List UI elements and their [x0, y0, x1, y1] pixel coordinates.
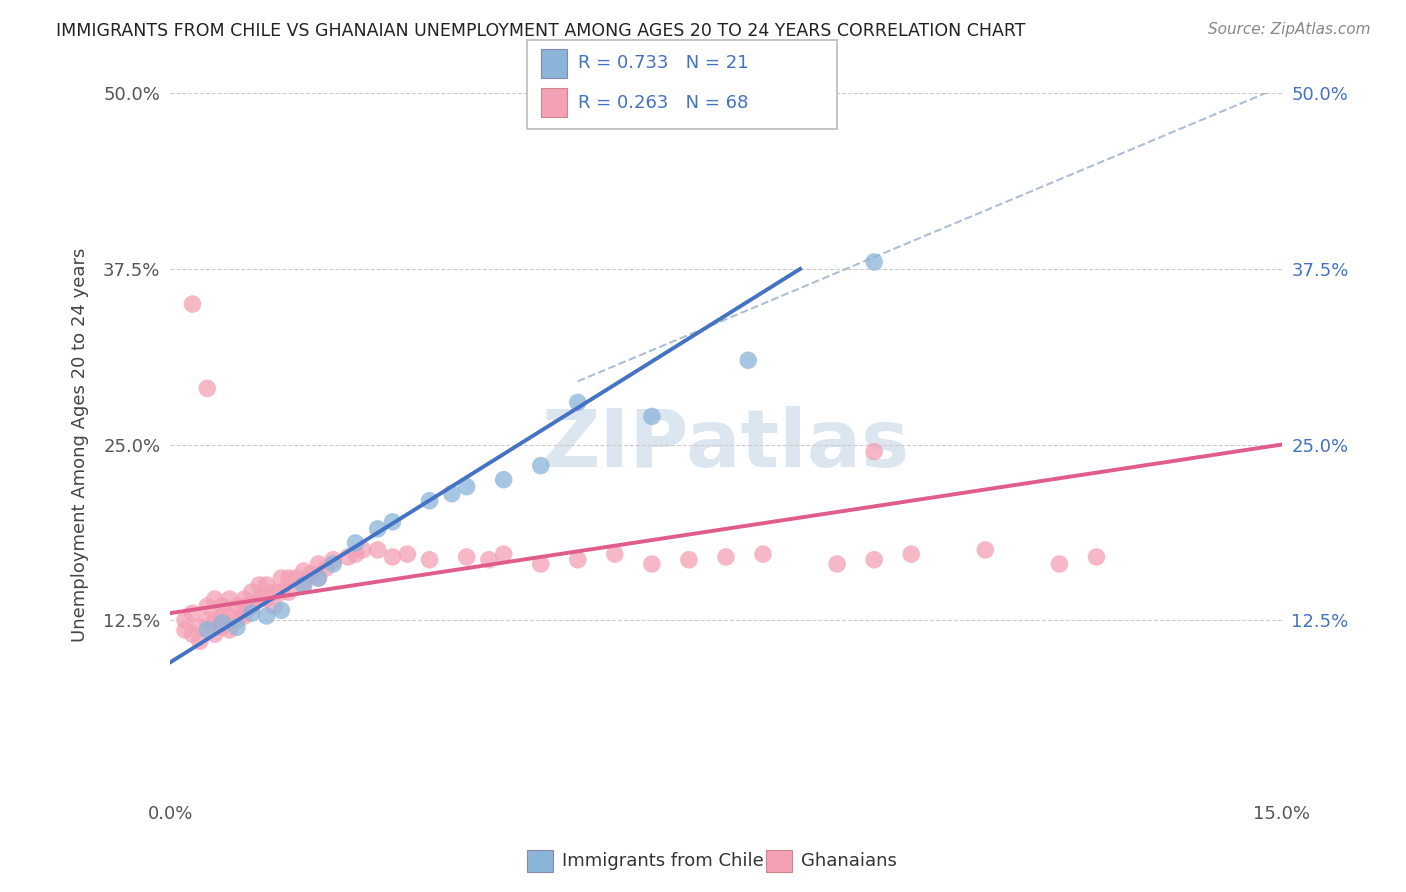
- Point: [530, 458, 553, 473]
- Point: [344, 536, 367, 550]
- Point: [492, 473, 515, 487]
- Point: [181, 297, 204, 311]
- Point: [396, 547, 419, 561]
- Point: [195, 623, 218, 637]
- Point: [270, 603, 292, 617]
- Point: [456, 480, 478, 494]
- Point: [307, 557, 329, 571]
- Text: ZIPatlas: ZIPatlas: [541, 406, 910, 483]
- Point: [1049, 557, 1071, 571]
- Point: [204, 592, 226, 607]
- Point: [292, 564, 315, 578]
- Point: [863, 553, 886, 567]
- Point: [863, 444, 886, 458]
- Point: [233, 609, 256, 624]
- Text: IMMIGRANTS FROM CHILE VS GHANAIAN UNEMPLOYMENT AMONG AGES 20 TO 24 YEARS CORRELA: IMMIGRANTS FROM CHILE VS GHANAIAN UNEMPL…: [56, 22, 1026, 40]
- Point: [299, 566, 322, 581]
- Point: [307, 571, 329, 585]
- Point: [181, 627, 204, 641]
- Point: [863, 255, 886, 269]
- Point: [270, 571, 292, 585]
- Point: [218, 609, 240, 624]
- Point: [188, 620, 211, 634]
- Point: [322, 557, 344, 571]
- Point: [315, 561, 337, 575]
- Point: [211, 609, 233, 624]
- Text: Immigrants from Chile: Immigrants from Chile: [562, 852, 763, 871]
- Point: [277, 585, 299, 599]
- Point: [181, 606, 204, 620]
- Point: [270, 585, 292, 599]
- Point: [567, 553, 589, 567]
- Point: [263, 599, 285, 613]
- Point: [256, 592, 278, 607]
- Point: [530, 557, 553, 571]
- Y-axis label: Unemployment Among Ages 20 to 24 years: Unemployment Among Ages 20 to 24 years: [72, 247, 89, 641]
- Point: [352, 543, 374, 558]
- Point: [240, 585, 263, 599]
- Point: [381, 549, 404, 564]
- Point: [211, 620, 233, 634]
- Point: [263, 585, 285, 599]
- Point: [641, 409, 664, 424]
- Point: [974, 543, 997, 558]
- Point: [285, 571, 308, 585]
- Point: [188, 634, 211, 648]
- Point: [218, 592, 240, 607]
- Point: [752, 547, 775, 561]
- Point: [211, 615, 233, 630]
- Point: [825, 557, 848, 571]
- Point: [195, 613, 218, 627]
- Text: Source: ZipAtlas.com: Source: ZipAtlas.com: [1208, 22, 1371, 37]
- Point: [478, 553, 501, 567]
- Point: [204, 613, 226, 627]
- Point: [204, 627, 226, 641]
- Point: [226, 599, 249, 613]
- Point: [714, 549, 737, 564]
- Point: [603, 547, 626, 561]
- Point: [233, 599, 256, 613]
- Point: [900, 547, 922, 561]
- Point: [256, 609, 278, 624]
- Point: [218, 623, 240, 637]
- Point: [456, 549, 478, 564]
- Point: [381, 515, 404, 529]
- Point: [226, 613, 249, 627]
- Point: [292, 578, 315, 592]
- Point: [322, 553, 344, 567]
- Point: [233, 592, 256, 607]
- Point: [419, 553, 441, 567]
- Point: [226, 620, 249, 634]
- Point: [737, 353, 759, 368]
- Point: [211, 599, 233, 613]
- Point: [240, 599, 263, 613]
- Text: R = 0.733   N = 21: R = 0.733 N = 21: [578, 54, 748, 72]
- Point: [195, 599, 218, 613]
- Point: [440, 487, 463, 501]
- Point: [492, 547, 515, 561]
- Point: [174, 623, 197, 637]
- Point: [567, 395, 589, 409]
- Point: [1085, 549, 1108, 564]
- Point: [367, 543, 389, 558]
- Point: [292, 578, 315, 592]
- Point: [337, 549, 360, 564]
- Point: [247, 592, 270, 607]
- Point: [641, 557, 664, 571]
- Text: R = 0.263   N = 68: R = 0.263 N = 68: [578, 94, 748, 112]
- Text: Ghanaians: Ghanaians: [801, 852, 897, 871]
- Point: [240, 606, 263, 620]
- Point: [678, 553, 700, 567]
- Point: [344, 547, 367, 561]
- Point: [277, 571, 299, 585]
- Point: [256, 578, 278, 592]
- Point: [367, 522, 389, 536]
- Point: [247, 578, 270, 592]
- Point: [174, 613, 197, 627]
- Point: [195, 381, 218, 395]
- Point: [419, 493, 441, 508]
- Point: [307, 571, 329, 585]
